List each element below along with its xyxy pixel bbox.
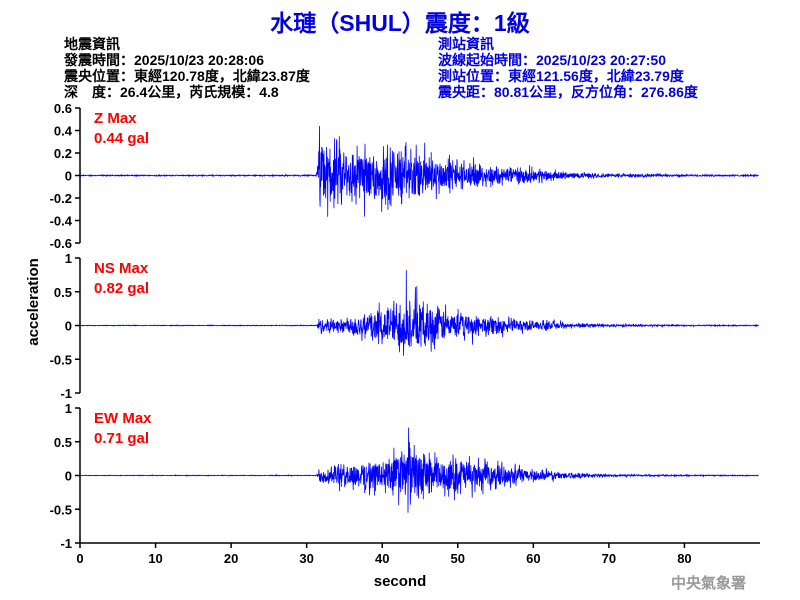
x-tick-label: 10: [148, 551, 162, 566]
station-info-heading: 測站資訊: [438, 36, 494, 52]
station-location: 測站位置：東經121.56度，北緯23.79度: [438, 68, 684, 84]
station-info: 測站資訊 波線起始時間：2025/10/23 20:27:50 測站位置：東經121…: [438, 36, 698, 100]
channel-label: EW Max: [94, 410, 152, 427]
x-tick-label: 70: [602, 551, 616, 566]
x-tick-label: 40: [375, 551, 389, 566]
y-tick-label: 1: [65, 251, 72, 266]
max-value-label: 0.82 gal: [94, 280, 149, 297]
footer-logo-text: 中央氣象署: [670, 574, 746, 592]
y-tick-label: 0: [65, 319, 72, 334]
x-tick-label: 30: [299, 551, 313, 566]
max-value-label: 0.71 gal: [94, 430, 149, 447]
y-tick-label: 0.6: [54, 101, 72, 116]
quake-info: 地震資訊 發震時間：2025/10/23 20:28:06 震央位置：東經120.7…: [64, 36, 310, 100]
channel-label: NS Max: [94, 260, 149, 277]
epicentral-distance: 震央距：80.81公里，反方位角：276.86度: [438, 84, 698, 100]
y-tick-label: 0: [65, 469, 72, 484]
y-tick-label: -0.5: [50, 502, 72, 517]
y-tick-label: -0.6: [50, 236, 72, 251]
epicenter: 震央位置：東經120.78度，北緯23.87度: [64, 68, 310, 84]
y-tick-label: 1: [65, 401, 72, 416]
waveform-ew: [79, 427, 759, 513]
x-tick-label: 0: [76, 551, 83, 566]
y-tick-label: -0.2: [50, 191, 72, 206]
y-tick-label: -1: [60, 536, 72, 551]
y-tick-label: 0.5: [54, 285, 72, 300]
y-tick-label: 0.2: [54, 146, 72, 161]
y-tick-label: 0.5: [54, 435, 72, 450]
max-value-label: 0.44 gal: [94, 130, 149, 147]
depth-magnitude: 深 度：26.4公里，芮氏規模：4.8: [64, 84, 279, 100]
x-tick-label: 50: [451, 551, 465, 566]
chart-title: 水璉（SHUL）震度：1級: [270, 10, 530, 36]
x-tick-label: 60: [526, 551, 540, 566]
waveform-ns: [79, 270, 759, 356]
y-tick-label: -0.4: [50, 214, 73, 229]
channel-label: Z Max: [94, 110, 137, 127]
origin-time: 發震時間：2025/10/23 20:28:06: [64, 52, 264, 68]
waveform-z: [79, 125, 759, 217]
wave-start: 波線起始時間：2025/10/23 20:27:50: [438, 52, 666, 68]
y-tick-label: 0: [65, 169, 72, 184]
x-tick-label: 20: [224, 551, 238, 566]
y-tick-label: 0.4: [54, 124, 73, 139]
quake-info-heading: 地震資訊: [64, 36, 120, 52]
x-axis-label: second: [374, 573, 427, 590]
y-tick-label: -0.5: [50, 352, 72, 367]
y-tick-label: -1: [60, 386, 72, 401]
y-axis-label: acceleration: [25, 258, 42, 346]
x-tick-label: 80: [677, 551, 691, 566]
